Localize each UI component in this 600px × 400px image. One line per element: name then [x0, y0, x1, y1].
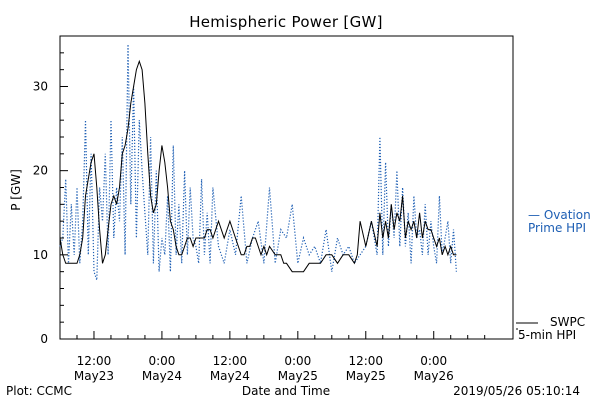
legend-swpc-line1: SWPC — [550, 315, 585, 329]
x-tick-time-5: 0:00 — [420, 354, 447, 368]
y-axis-label: P [GW] — [9, 169, 23, 211]
x-tick-time-0: 12:00 — [77, 354, 112, 368]
y-tick-label-20: 20 — [33, 164, 48, 178]
y-axis: 0 10 20 30 — [33, 35, 68, 346]
x-tick-date-5: May26 — [414, 369, 454, 383]
x-tick-time-2: 12:00 — [213, 354, 248, 368]
x-axis: 12:00May230:00May2412:00May240:00May2512… — [59, 331, 486, 383]
legend-ovation-line1: — Ovation — [528, 208, 591, 222]
footer-plot-credit: Plot: CCMC — [6, 384, 72, 398]
footer-x-axis-label: Date and Time — [242, 384, 330, 398]
legend-swpc-line2: 5-min HPI — [518, 328, 576, 342]
x-tick-time-3: 0:00 — [284, 354, 311, 368]
y-tick-label-10: 10 — [33, 248, 48, 262]
legend-ovation-line2: Prime HPI — [528, 221, 586, 235]
series-swpc-line — [59, 59, 457, 273]
x-tick-date-0: May23 — [74, 369, 114, 383]
footer-timestamp: 2019/05/26 05:10:14 — [453, 384, 580, 398]
y-tick-label-30: 30 — [33, 80, 48, 94]
chart-title: Hemispheric Power [GW] — [189, 13, 383, 31]
x-tick-date-1: May24 — [142, 369, 182, 383]
y-tick-label-0: 0 — [40, 332, 48, 346]
x-tick-date-4: May25 — [346, 369, 386, 383]
x-tick-date-3: May25 — [278, 369, 318, 383]
series-layer — [59, 44, 457, 281]
series-ovation-prime-line — [59, 44, 457, 281]
x-tick-date-2: May24 — [210, 369, 250, 383]
x-tick-time-1: 0:00 — [148, 354, 175, 368]
x-tick-time-4: 12:00 — [348, 354, 383, 368]
